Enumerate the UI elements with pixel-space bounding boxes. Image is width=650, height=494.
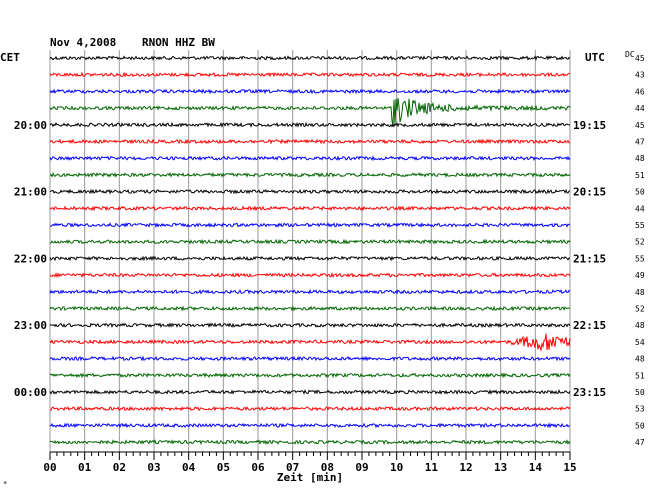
- trace-17: [49, 333, 571, 351]
- dc-value-16: 48: [635, 321, 645, 330]
- dc-value-10: 55: [635, 221, 645, 230]
- x-tick-label-01: 01: [78, 461, 92, 474]
- x-tick-label-13: 13: [494, 461, 507, 474]
- dc-value-13: 49: [635, 271, 645, 280]
- right-zone-label: UTC: [585, 51, 605, 64]
- trace-18: [49, 355, 571, 362]
- x-tick-label-02: 02: [113, 461, 126, 474]
- header-date: Nov 4,2008: [50, 36, 116, 49]
- x-tick-label-14: 14: [529, 461, 543, 474]
- dc-value-12: 55: [635, 254, 645, 263]
- x-tick-label-10: 10: [390, 461, 403, 474]
- utc-time-8: 20:15: [573, 186, 606, 199]
- dc-value-15: 52: [635, 305, 645, 314]
- cet-time-4: 20:00: [14, 119, 47, 132]
- header-station: RNON HHZ BW: [142, 36, 215, 49]
- dc-value-19: 51: [635, 371, 645, 380]
- trace-1: [49, 71, 571, 78]
- dc-value-21: 53: [635, 405, 645, 414]
- trace-8: [49, 188, 571, 195]
- x-tick-label-15: 15: [563, 461, 576, 474]
- dc-value-23: 47: [635, 438, 645, 447]
- dc-value-22: 50: [635, 421, 645, 430]
- x-tick-label-00: 00: [43, 461, 56, 474]
- trace-20: [49, 389, 571, 395]
- utc-time-16: 22:15: [573, 319, 606, 332]
- x-tick-label-05: 05: [217, 461, 230, 474]
- dc-value-18: 48: [635, 355, 645, 364]
- utc-time-12: 21:15: [573, 252, 606, 265]
- trace-5: [49, 138, 571, 145]
- dc-value-4: 45: [635, 121, 645, 130]
- trace-19: [49, 372, 571, 379]
- trace-12: [49, 255, 571, 262]
- dc-value-0: 45: [635, 54, 645, 63]
- dc-value-6: 48: [635, 154, 645, 163]
- utc-time-4: 19:15: [573, 119, 606, 132]
- x-axis: 00 01 02 03 04 05 06 07 08 09 10 11 12 13 14 15: [43, 452, 577, 474]
- trace-9: [49, 205, 571, 212]
- trace-14: [49, 288, 571, 295]
- dc-value-8: 50: [635, 188, 645, 197]
- trace-group: [49, 55, 571, 446]
- x-tick-label-07: 07: [286, 461, 299, 474]
- trace-6: [49, 155, 571, 162]
- dc-value-20: 50: [635, 388, 645, 397]
- trace-22: [49, 422, 571, 429]
- trace-16: [49, 322, 571, 329]
- dc-value-11: 52: [635, 238, 645, 247]
- trace-21: [49, 405, 571, 412]
- utc-time-20: 23:15: [573, 386, 606, 399]
- x-tick-label-08: 08: [321, 461, 334, 474]
- x-tick-label-11: 11: [425, 461, 439, 474]
- x-tick-label-04: 04: [182, 461, 196, 474]
- dc-value-5: 47: [635, 138, 645, 147]
- trace-4: [49, 121, 571, 128]
- dc-value-1: 43: [635, 71, 645, 80]
- cet-time-16: 23:00: [14, 319, 47, 332]
- cet-time-20: 00:00: [14, 386, 47, 399]
- cet-time-8: 21:00: [14, 186, 47, 199]
- trace-11: [49, 238, 571, 245]
- dc-label: DC: [625, 50, 635, 59]
- x-tick-label-09: 09: [355, 461, 368, 474]
- dc-value-2: 46: [635, 87, 645, 96]
- trace-7: [49, 172, 571, 178]
- dc-value-14: 48: [635, 288, 645, 297]
- minute-gridlines: [49, 50, 571, 452]
- dc-value-3: 44: [635, 104, 645, 113]
- dc-value-9: 44: [635, 204, 645, 213]
- cet-time-12: 22:00: [14, 252, 47, 265]
- trace-0: [49, 55, 571, 61]
- trace-3: [49, 98, 571, 127]
- x-axis-title: Zeit [min]: [277, 471, 343, 484]
- x-tick-label-06: 06: [251, 461, 265, 474]
- trace-2: [49, 88, 571, 95]
- trace-23: [49, 439, 571, 446]
- row-labels: 45 43 46 44 45 20:00 19:15 47 48 51 50 21:00 20:15 44…: [14, 54, 645, 447]
- corner-mark: *: [3, 480, 7, 488]
- x-tick-label-03: 03: [147, 461, 160, 474]
- trace-10: [49, 222, 571, 228]
- trace-15: [49, 305, 571, 312]
- trace-13: [49, 272, 571, 279]
- dc-value-17: 54: [635, 338, 645, 347]
- x-tick-label-12: 12: [459, 461, 472, 474]
- dc-value-7: 51: [635, 171, 645, 180]
- left-zone-label: CET: [0, 51, 20, 64]
